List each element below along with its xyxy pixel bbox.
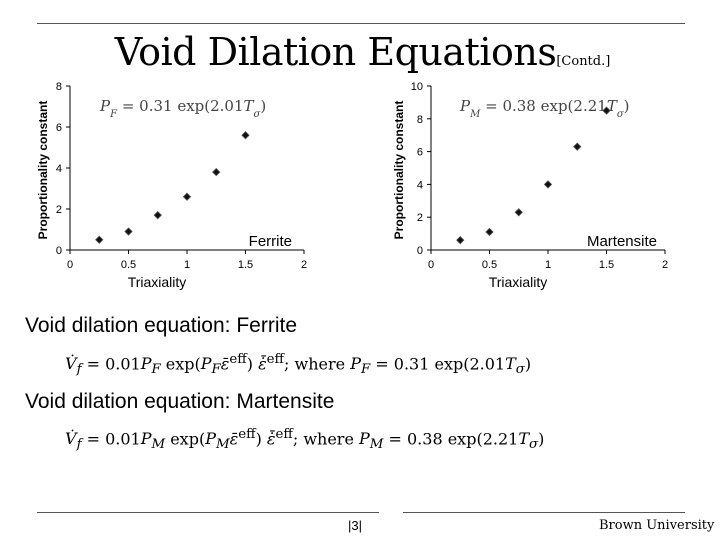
martensite-x-tick-label: 0.5 [482, 259, 497, 271]
martensite-data-point [543, 180, 553, 189]
ferrite-data-point [95, 235, 104, 244]
martensite-y-tick-label: 2 [417, 212, 423, 224]
martensite-y-tick-label: 4 [417, 179, 423, 191]
martensite-x-axis-label: Triaxiality [489, 274, 548, 290]
charts-canvas: 0 0.5 1 1.5 2 0 2 4 6 8 Triaxiality Proportionality… [36, 81, 668, 290]
martensite-y-tick-label: 8 [417, 114, 423, 126]
martensite-formula: V̇f = 0.01PM exp(PMε̄eff) ε̇̄eff; where … [65, 427, 545, 453]
ferrite-heading: Void dilation equation: Ferrite [25, 314, 298, 337]
martensite-heading: Void dilation equation: Martensite [25, 390, 335, 413]
martensite-x-tick-label: 1.5 [599, 259, 614, 271]
martensite-x-tick-label: 0 [428, 259, 434, 271]
ferrite-data-point [124, 227, 133, 236]
martensite-y-tick-label: 10 [411, 81, 423, 93]
ferrite-x-tick-label: 0.5 [121, 259, 136, 271]
martensite-y-tick-label: 0 [417, 245, 423, 257]
bottom-rule-left [37, 512, 379, 513]
bottom-rule-right [403, 512, 685, 513]
ferrite-data-point [182, 192, 192, 201]
ferrite-x-tick-label: 1 [184, 259, 190, 271]
ferrite-x-axis-label: Triaxiality [128, 274, 187, 290]
ferrite-formula: V̇f = 0.01PF exp(PFε̄eff) ε̇̄eff; where … [65, 352, 532, 378]
martensite-equation: PM = 0.38 exp(2.21Tσ) [459, 97, 630, 120]
ferrite-y-tick-label: 6 [56, 122, 62, 134]
ferrite-equation: PF = 0.31 exp(2.01Tσ) [99, 97, 266, 120]
slide-title: Void Dilation Equations[Contd.] [40, 30, 685, 74]
ferrite-y-tick-label: 2 [56, 204, 62, 216]
top-rule [37, 23, 685, 24]
martensite-y-tick-label: 6 [417, 147, 423, 159]
ferrite-y-tick-label: 4 [56, 163, 62, 175]
ferrite-data-point [241, 131, 250, 140]
martensite-y-axis-label: Proportionality constant [392, 101, 406, 240]
page-number: |3| [348, 518, 362, 533]
martensite-data-point [456, 235, 465, 245]
martensite-material-label: Martensite [587, 233, 657, 250]
martensite-x-tick-label: 2 [662, 259, 668, 271]
ferrite-material-label: Ferrite [249, 233, 292, 250]
ferrite-x-tick-label: 2 [301, 259, 307, 271]
ferrite-y-axis-label: Proportionality constant [36, 101, 50, 240]
ferrite-data-point [212, 167, 221, 177]
martensite-data-point [602, 106, 611, 115]
martensite-data-point [514, 208, 523, 217]
martensite-data-point [485, 227, 494, 237]
ferrite-x-tick-label: 0 [67, 259, 73, 271]
ferrite-data-point [153, 210, 162, 220]
ferrite-y-tick-label: 0 [56, 245, 62, 257]
martensite-x-tick-label: 1 [545, 259, 551, 271]
title-main: Void Dilation Equations [114, 30, 557, 74]
title-suffix: [Contd.] [556, 54, 611, 69]
martensite-data-point [573, 142, 582, 151]
ferrite-y-tick-label: 8 [56, 81, 62, 93]
footer-university: Brown University [599, 518, 715, 533]
ferrite-x-tick-label: 1.5 [238, 259, 253, 271]
